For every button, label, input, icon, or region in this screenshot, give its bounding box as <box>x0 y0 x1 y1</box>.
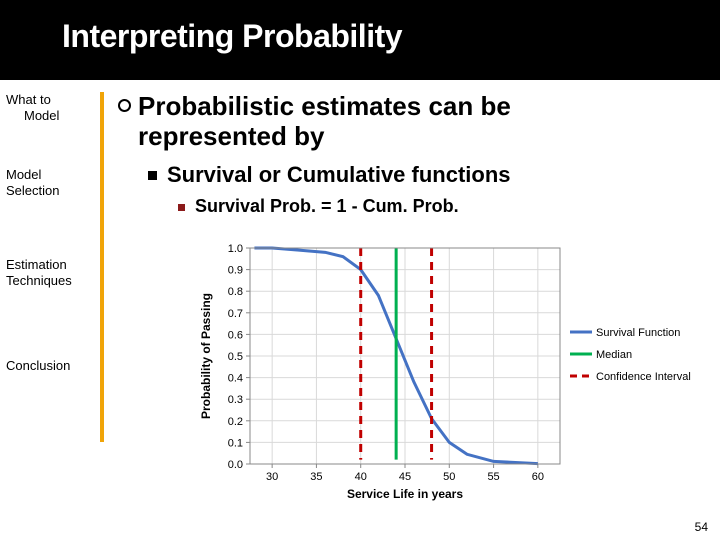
svg-text:0.5: 0.5 <box>228 351 243 363</box>
svg-text:55: 55 <box>487 471 499 483</box>
square-bullet-icon <box>148 171 157 180</box>
vertical-divider <box>100 92 104 442</box>
small-square-bullet-icon <box>178 204 185 211</box>
sidebar-item-model-selection: Model Selection <box>6 167 100 200</box>
svg-text:Survival Function: Survival Function <box>596 327 680 339</box>
svg-text:0.4: 0.4 <box>228 373 243 385</box>
main-line-2: represented by <box>138 121 324 151</box>
svg-text:0.2: 0.2 <box>228 416 243 428</box>
svg-text:Service Life in years: Service Life in years <box>347 487 463 501</box>
svg-text:0.9: 0.9 <box>228 265 243 277</box>
svg-text:45: 45 <box>399 471 411 483</box>
sidebar-item-line: Model <box>6 167 100 183</box>
svg-text:60: 60 <box>532 471 544 483</box>
sub-bullet-1: Survival or Cumulative functions <box>148 162 710 188</box>
sidebar-item-line: Estimation <box>6 257 100 273</box>
svg-text:0.7: 0.7 <box>228 308 243 320</box>
sidebar-item-line: What to <box>6 92 100 108</box>
sidebar-item-line: Conclusion <box>6 358 100 374</box>
sidebar-item-line: Techniques <box>6 273 100 289</box>
survival-chart: 0.0 0.1 0.2 0.3 0.4 0.5 0.6 0.7 0.8 0.9 1.0 30 35 40 4… <box>196 242 696 508</box>
svg-text:0.8: 0.8 <box>228 286 243 298</box>
main-line-1: Probabilistic estimates can be <box>138 91 511 121</box>
sub-bullet-2-text: Survival Prob. = 1 - Cum. Prob. <box>195 196 459 217</box>
svg-text:0.6: 0.6 <box>228 329 243 341</box>
svg-text:0.3: 0.3 <box>228 394 243 406</box>
content: Probabilistic estimates can be represent… <box>118 92 710 217</box>
main-point: Probabilistic estimates can be represent… <box>118 92 710 152</box>
sidebar-item-conclusion: Conclusion <box>6 358 100 374</box>
sidebar-item-estimation: Estimation Techniques <box>6 257 100 290</box>
svg-text:0.1: 0.1 <box>228 437 243 449</box>
svg-text:Confidence Interval: Confidence Interval <box>596 371 691 383</box>
page-number: 54 <box>695 520 708 534</box>
slide-title: Interpreting Probability <box>0 0 720 80</box>
svg-text:1.0: 1.0 <box>228 243 243 255</box>
sub-bullet-2: Survival Prob. = 1 - Cum. Prob. <box>178 196 710 217</box>
sidebar-item-what-to-model: What to Model <box>6 92 100 125</box>
sidebar-item-line: Selection <box>6 183 100 199</box>
sidebar-item-line: Model <box>6 108 100 124</box>
svg-text:Median: Median <box>596 349 632 361</box>
svg-text:50: 50 <box>443 471 455 483</box>
svg-text:0.0: 0.0 <box>228 459 243 471</box>
svg-text:35: 35 <box>310 471 322 483</box>
sub-bullet-1-text: Survival or Cumulative functions <box>167 162 511 188</box>
circle-bullet-icon <box>118 99 131 112</box>
svg-text:40: 40 <box>355 471 367 483</box>
chart-svg: 0.0 0.1 0.2 0.3 0.4 0.5 0.6 0.7 0.8 0.9 1.0 30 35 40 4… <box>196 242 696 502</box>
svg-text:30: 30 <box>266 471 278 483</box>
svg-text:Probability of Passing: Probability of Passing <box>199 293 213 419</box>
sidebar: What to Model Model Selection Estimation… <box>0 80 100 510</box>
